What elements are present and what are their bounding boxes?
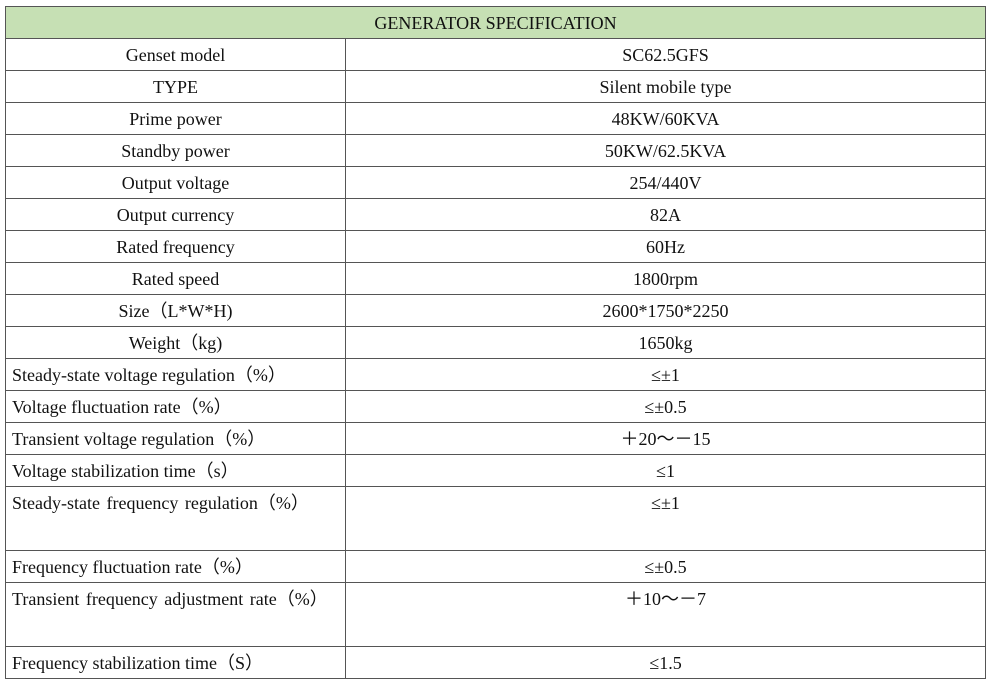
spec-label: Voltage fluctuation rate（%） (5, 390, 346, 423)
spec-row-steady-frequency: Steady-state frequency regulation（%） ≤±1 (5, 486, 987, 551)
spec-label: Transient voltage regulation（%） (5, 422, 346, 455)
generator-spec-table: GENERATOR SPECIFICATION Genset model SC6… (4, 6, 987, 679)
spec-value: ≤±0.5 (344, 550, 987, 583)
spec-label: Prime power (5, 102, 346, 135)
spec-value: ≤±0.5 (344, 390, 987, 423)
spec-value: 1650kg (344, 326, 987, 359)
spec-value: 1800rpm (344, 262, 987, 295)
spec-label: Steady-state voltage regulation（%） (5, 358, 346, 391)
spec-value: 50KW/62.5KVA (344, 134, 987, 167)
spec-value: ＋20～－15 (344, 422, 987, 455)
spec-row-prime-power: Prime power 48KW/60KVA (5, 102, 987, 135)
spec-label: Steady-state frequency regulation（%） (5, 486, 346, 551)
spec-value: 254/440V (344, 166, 987, 199)
spec-row-rated-speed: Rated speed 1800rpm (5, 262, 987, 295)
spec-row-output-voltage: Output voltage 254/440V (5, 166, 987, 199)
spec-label: Voltage stabilization time（s） (5, 454, 346, 487)
spec-label: Rated frequency (5, 230, 346, 263)
spec-row-frequency-stabilization: Frequency stabilization time（S） ≤1.5 (5, 646, 987, 679)
spec-label: Standby power (5, 134, 346, 167)
spec-row-voltage-stabilization: Voltage stabilization time（s） ≤1 (5, 454, 987, 487)
spec-value: 60Hz (344, 230, 987, 263)
spec-row-weight: Weight（kg) 1650kg (5, 326, 987, 359)
spec-label: Weight（kg) (5, 326, 346, 359)
title-row: GENERATOR SPECIFICATION (4, 6, 987, 39)
spec-row-voltage-fluctuation: Voltage fluctuation rate（%） ≤±0.5 (5, 390, 987, 423)
spec-value: ≤1.5 (344, 646, 987, 679)
spec-label: Output currency (5, 198, 346, 231)
spec-value: ＋10～－7 (344, 582, 987, 647)
spec-row-size: Size（L*W*H) 2600*1750*2250 (5, 294, 987, 327)
spec-row-transient-voltage: Transient voltage regulation（%） ＋20～－15 (5, 422, 987, 455)
spec-label: Frequency stabilization time（S） (5, 646, 346, 679)
spec-value: 2600*1750*2250 (344, 294, 987, 327)
spec-value: ≤±1 (344, 486, 987, 551)
spec-value: SC62.5GFS (344, 38, 987, 71)
spec-label: Output voltage (5, 166, 346, 199)
spec-row-type: TYPE Silent mobile type (5, 70, 987, 103)
spec-value: 48KW/60KVA (344, 102, 987, 135)
spec-row-steady-voltage: Steady-state voltage regulation（%） ≤±1 (5, 358, 987, 391)
spec-label: Transient frequency adjustment rate（%） (5, 582, 346, 647)
spec-row-genset-model: Genset model SC62.5GFS (5, 38, 987, 71)
spec-row-standby-power: Standby power 50KW/62.5KVA (5, 134, 987, 167)
spec-row-output-currency: Output currency 82A (5, 198, 987, 231)
spec-row-transient-frequency: Transient frequency adjustment rate（%） ＋… (5, 582, 987, 647)
spec-label: Rated speed (5, 262, 346, 295)
spec-label: TYPE (5, 70, 346, 103)
spec-label: Genset model (5, 38, 346, 71)
table-title: GENERATOR SPECIFICATION (4, 6, 987, 39)
spec-row-rated-frequency: Rated frequency 60Hz (5, 230, 987, 263)
spec-value: Silent mobile type (344, 70, 987, 103)
spec-value: ≤±1 (344, 358, 987, 391)
spec-row-frequency-fluctuation: Frequency fluctuation rate（%） ≤±0.5 (5, 550, 987, 583)
spec-value: ≤1 (344, 454, 987, 487)
spec-label: Frequency fluctuation rate（%） (5, 550, 346, 583)
spec-value: 82A (344, 198, 987, 231)
spec-label: Size（L*W*H) (5, 294, 346, 327)
